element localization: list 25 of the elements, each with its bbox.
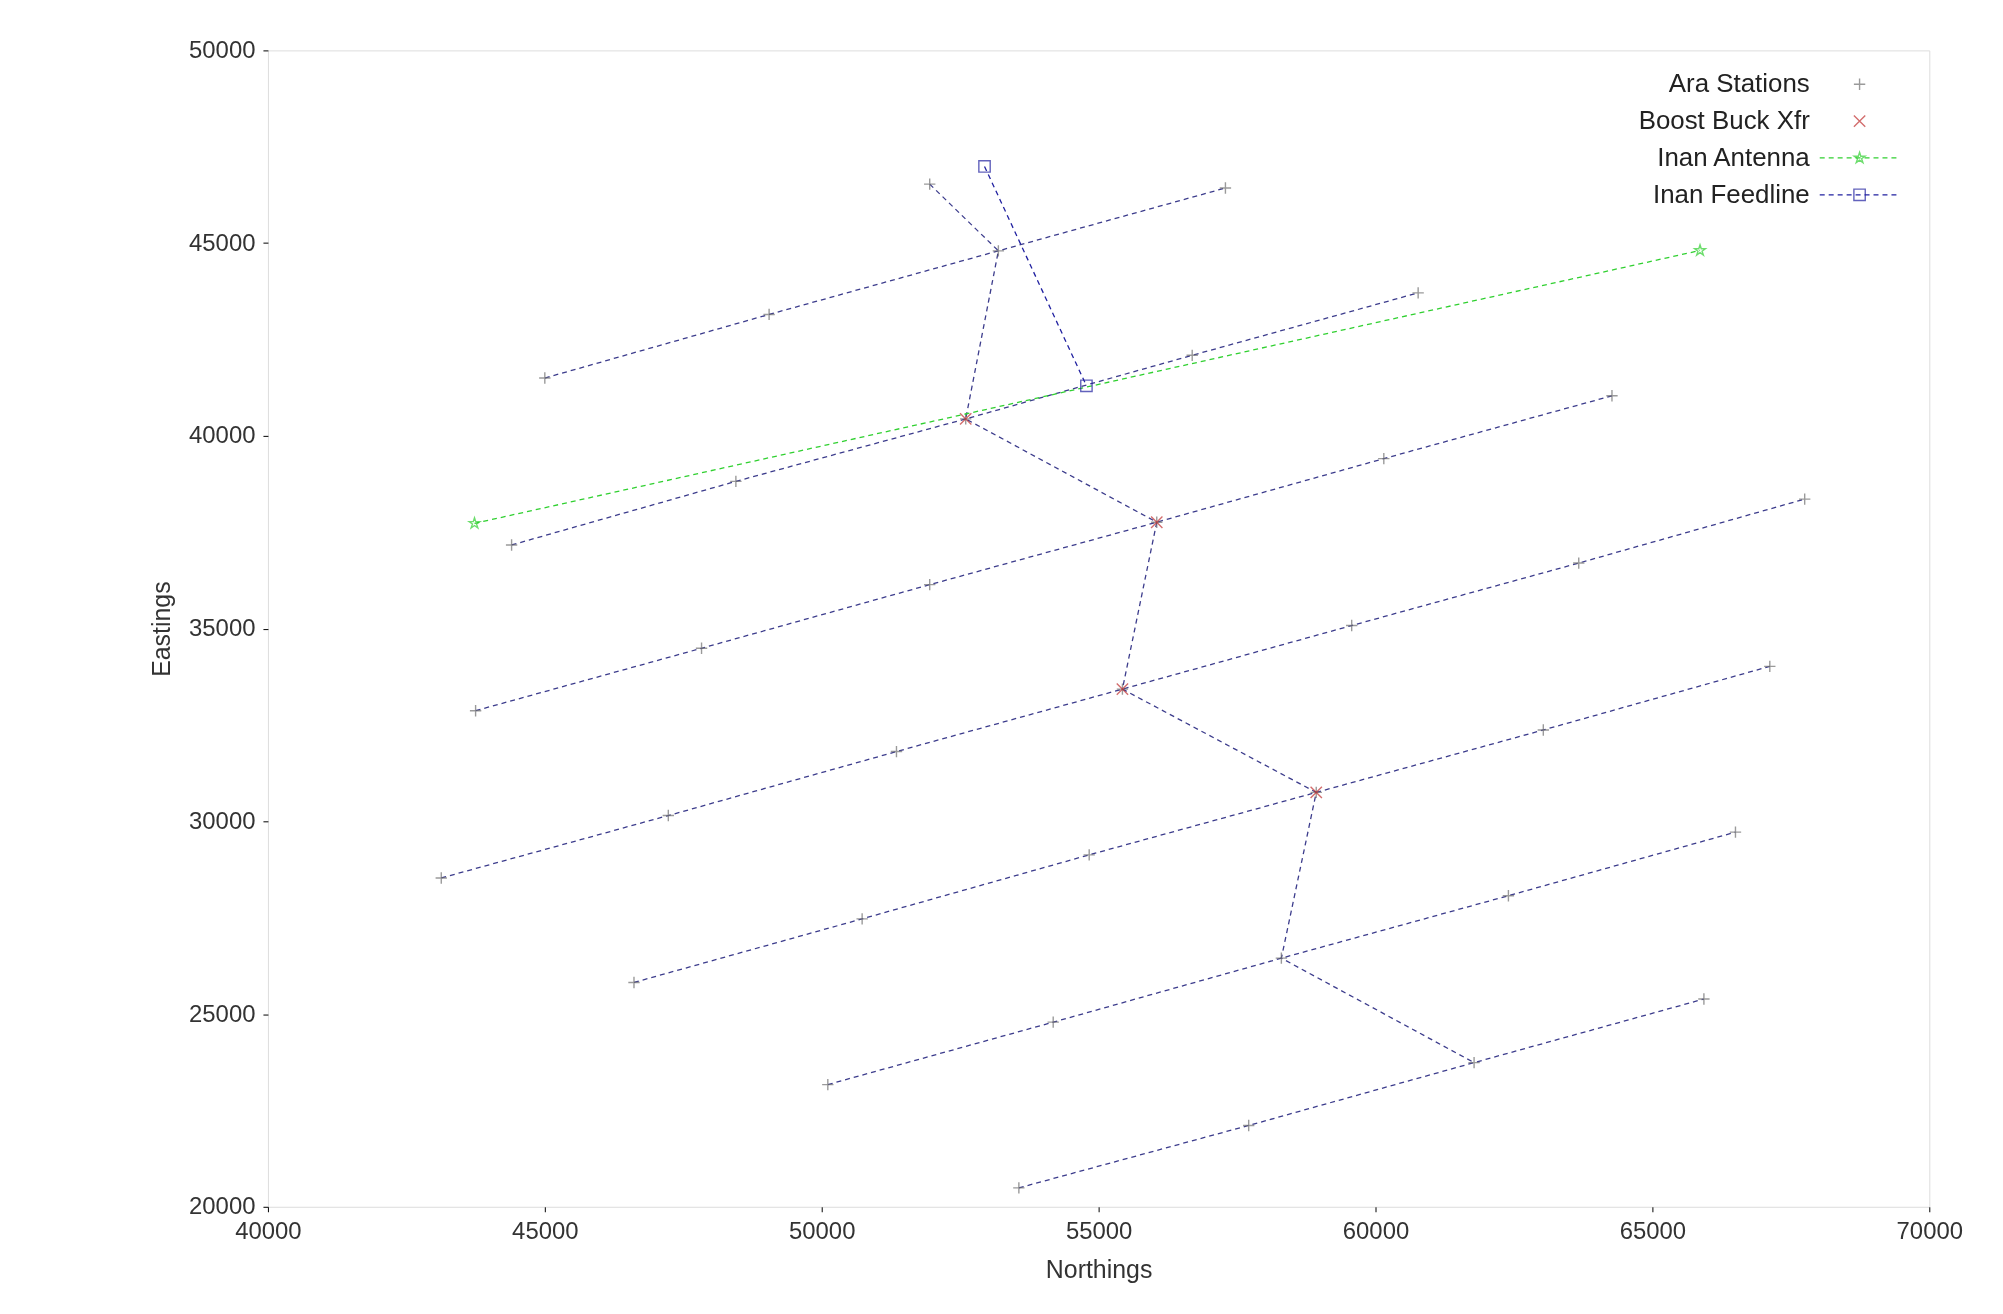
- x-tick-label: 70000: [1896, 1217, 1964, 1245]
- y-tick-label: 35000: [189, 614, 256, 642]
- x-tick-label: 50000: [789, 1217, 856, 1245]
- x-tick-label: 40000: [235, 1217, 302, 1245]
- legend-label: Inan Feedline: [1652, 179, 1810, 208]
- y-tick-label: 25000: [189, 999, 256, 1027]
- x-tick-label: 55000: [1065, 1217, 1133, 1245]
- y-axis-title: Eastings: [147, 581, 176, 677]
- y-tick-label: 45000: [189, 228, 256, 256]
- y-tick-label: 40000: [189, 421, 256, 449]
- x-axis-title: Northings: [1045, 1255, 1153, 1283]
- legend-label: Ara Stations: [1668, 69, 1810, 98]
- point: [1798, 492, 1812, 506]
- point: [978, 160, 991, 173]
- legend-label: Inan Antenna: [1657, 142, 1811, 171]
- legend-label: Boost Buck Xfr: [1638, 106, 1811, 135]
- y-tick-label: 20000: [189, 1192, 256, 1220]
- point: [923, 177, 937, 191]
- y-tick-label: 50000: [189, 35, 256, 63]
- point: [434, 871, 448, 885]
- x-tick-label: 65000: [1619, 1217, 1687, 1245]
- point: [1693, 244, 1707, 256]
- x-tick-label: 45000: [512, 1217, 579, 1245]
- y-tick-label: 30000: [189, 806, 256, 834]
- x-tick-label: 60000: [1342, 1217, 1410, 1245]
